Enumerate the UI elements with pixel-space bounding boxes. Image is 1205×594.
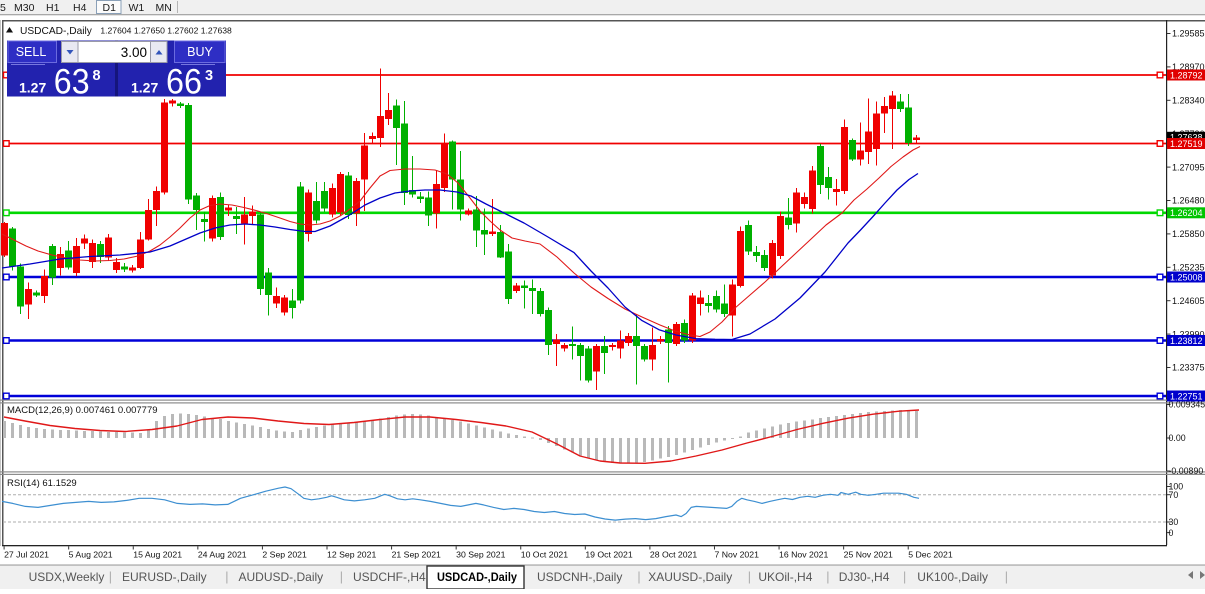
svg-text:70: 70 xyxy=(1169,490,1179,500)
svg-text:D1: D1 xyxy=(103,2,117,14)
svg-text:3.00: 3.00 xyxy=(121,45,147,60)
svg-text:1.23812: 1.23812 xyxy=(1170,336,1203,346)
svg-text:1.25008: 1.25008 xyxy=(1170,272,1203,282)
svg-text:0: 0 xyxy=(1169,528,1174,538)
svg-text:1.25850: 1.25850 xyxy=(1172,229,1205,239)
svg-text:5 Aug 2021: 5 Aug 2021 xyxy=(69,550,113,560)
svg-text:XAUUSD-,Daily: XAUUSD-,Daily xyxy=(648,570,732,584)
svg-text:28 Oct 2021: 28 Oct 2021 xyxy=(650,550,698,560)
svg-text:1.27519: 1.27519 xyxy=(1170,139,1203,149)
svg-text:1.27: 1.27 xyxy=(131,80,158,96)
svg-text:5 Dec 2021: 5 Dec 2021 xyxy=(908,550,953,560)
svg-text:|: | xyxy=(748,570,751,584)
svg-text:USDX,Weekly: USDX,Weekly xyxy=(29,570,105,584)
svg-text:-0.00890: -0.00890 xyxy=(1169,466,1204,476)
svg-text:W1: W1 xyxy=(129,2,145,14)
svg-text:66: 66 xyxy=(166,63,202,102)
svg-text:USDCNH-,Daily: USDCNH-,Daily xyxy=(537,570,622,584)
svg-text:1.27604 1.27650 1.27602 1.2763: 1.27604 1.27650 1.27602 1.27638 xyxy=(100,26,232,36)
svg-text:30 Sep 2021: 30 Sep 2021 xyxy=(456,550,505,560)
svg-text:USDCAD-,Daily: USDCAD-,Daily xyxy=(437,570,517,584)
svg-text:RSI(14) 61.1529: RSI(14) 61.1529 xyxy=(7,478,77,489)
svg-text:|: | xyxy=(1005,570,1008,584)
svg-text:8: 8 xyxy=(93,68,101,84)
svg-text:1.28340: 1.28340 xyxy=(1172,96,1205,106)
svg-text:10 Oct 2021: 10 Oct 2021 xyxy=(521,550,569,560)
svg-text:H4: H4 xyxy=(73,2,87,14)
svg-text:24 Aug 2021: 24 Aug 2021 xyxy=(198,550,247,560)
svg-text:BUY: BUY xyxy=(187,45,213,59)
svg-text:30: 30 xyxy=(1169,517,1179,527)
svg-text:27 Jul 2021: 27 Jul 2021 xyxy=(4,550,49,560)
svg-text:SELL: SELL xyxy=(16,45,47,59)
svg-text:EURUSD-,Daily: EURUSD-,Daily xyxy=(122,570,207,584)
svg-text:1.23375: 1.23375 xyxy=(1172,363,1205,373)
svg-text:1.22751: 1.22751 xyxy=(1170,391,1203,401)
svg-text:1.28792: 1.28792 xyxy=(1170,70,1203,80)
svg-text:3: 3 xyxy=(205,68,213,84)
svg-text:16 Nov 2021: 16 Nov 2021 xyxy=(779,550,828,560)
svg-text:7 Nov 2021: 7 Nov 2021 xyxy=(714,550,759,560)
svg-text:21 Sep 2021: 21 Sep 2021 xyxy=(392,550,441,560)
svg-text:0.00: 0.00 xyxy=(1169,433,1186,443)
svg-text:1.25235: 1.25235 xyxy=(1172,263,1205,273)
svg-text:USDCAD-,Daily: USDCAD-,Daily xyxy=(20,26,93,37)
svg-text:5: 5 xyxy=(0,2,6,14)
svg-text:|: | xyxy=(903,570,906,584)
svg-text:25 Nov 2021: 25 Nov 2021 xyxy=(844,550,893,560)
svg-text:|: | xyxy=(225,570,228,584)
svg-text:UKOil-,H4: UKOil-,H4 xyxy=(758,570,812,584)
svg-text:USDCHF-,H4: USDCHF-,H4 xyxy=(353,570,426,584)
svg-text:AUDUSD-,Daily: AUDUSD-,Daily xyxy=(239,570,324,584)
svg-text:H1: H1 xyxy=(46,2,60,14)
svg-text:|: | xyxy=(826,570,829,584)
svg-text:1.29585: 1.29585 xyxy=(1172,29,1205,39)
svg-text:DJ30-,H4: DJ30-,H4 xyxy=(839,570,890,584)
svg-text:|: | xyxy=(637,570,640,584)
svg-text:1.26480: 1.26480 xyxy=(1172,196,1205,206)
svg-text:|: | xyxy=(109,570,112,584)
svg-text:19 Oct 2021: 19 Oct 2021 xyxy=(585,550,633,560)
svg-text:1.27095: 1.27095 xyxy=(1172,162,1205,172)
svg-text:1.26204: 1.26204 xyxy=(1170,208,1203,218)
svg-text:15 Aug 2021: 15 Aug 2021 xyxy=(133,550,182,560)
svg-text:1.24605: 1.24605 xyxy=(1172,296,1205,306)
svg-text:MN: MN xyxy=(156,2,172,14)
svg-text:|: | xyxy=(340,570,343,584)
svg-text:M30: M30 xyxy=(14,2,35,14)
svg-text:63: 63 xyxy=(54,63,90,102)
svg-text:2 Sep 2021: 2 Sep 2021 xyxy=(262,550,307,560)
svg-text:MACD(12,26,9) 0.007461 0.00777: MACD(12,26,9) 0.007461 0.007779 xyxy=(7,405,158,416)
svg-text:1.27: 1.27 xyxy=(19,80,46,96)
svg-text:UK100-,Daily: UK100-,Daily xyxy=(917,570,988,584)
svg-text:12 Sep 2021: 12 Sep 2021 xyxy=(327,550,376,560)
